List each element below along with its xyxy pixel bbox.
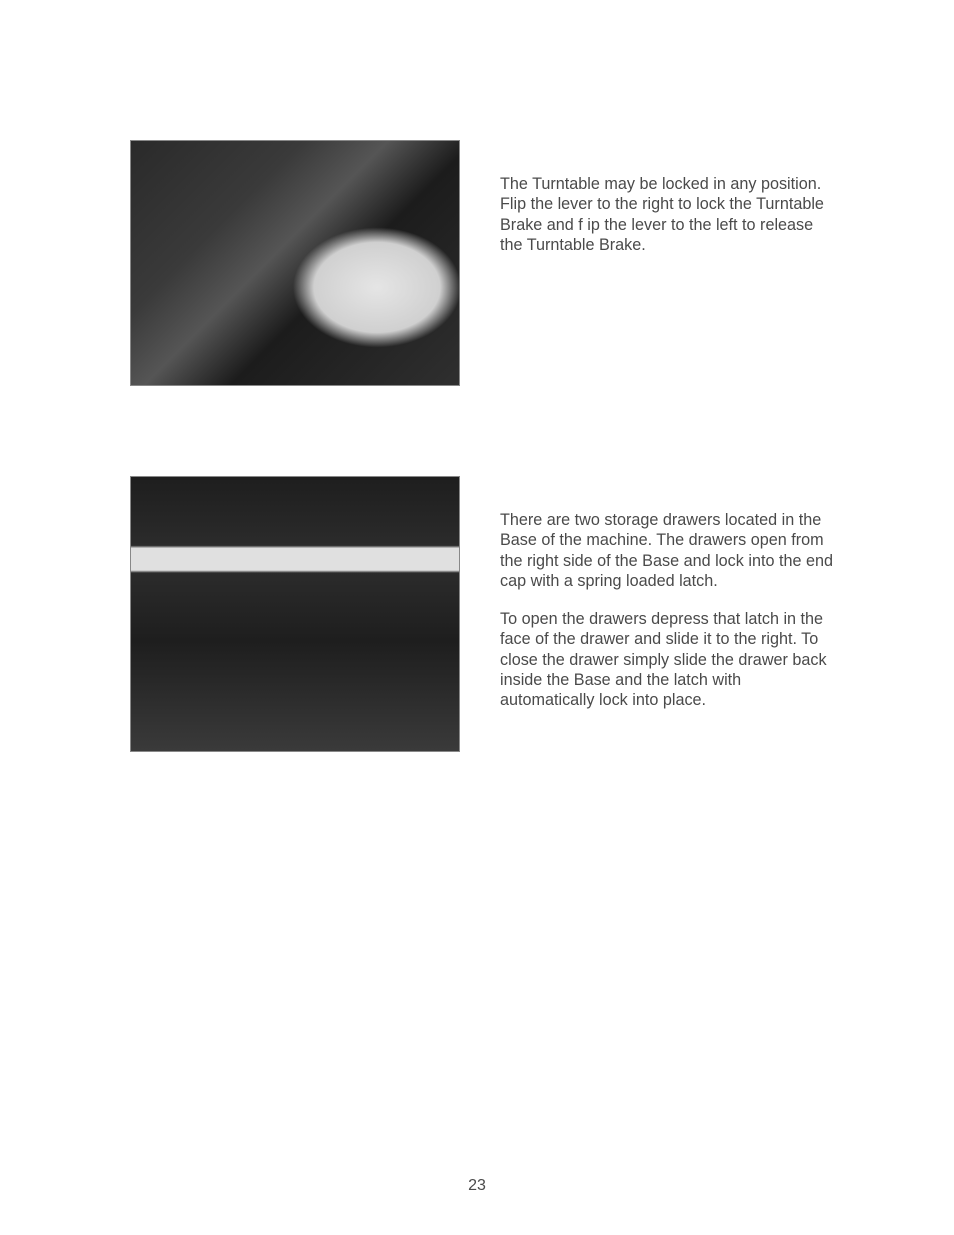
storage-drawers-text: There are two storage drawers located in… [500, 476, 844, 728]
paragraph: The Turntable may be locked in any posit… [500, 174, 840, 255]
section-turntable-brake: The Turntable may be locked in any posit… [130, 140, 844, 386]
turntable-brake-text: The Turntable may be locked in any posit… [500, 140, 844, 273]
manual-page: The Turntable may be locked in any posit… [0, 0, 954, 1235]
storage-drawers-photo [130, 476, 460, 752]
page-number: 23 [0, 1177, 954, 1195]
turntable-brake-photo [130, 140, 460, 386]
section-storage-drawers: There are two storage drawers located in… [130, 476, 844, 752]
paragraph: To open the drawers depress that latch i… [500, 609, 840, 710]
paragraph: There are two storage drawers located in… [500, 510, 840, 591]
